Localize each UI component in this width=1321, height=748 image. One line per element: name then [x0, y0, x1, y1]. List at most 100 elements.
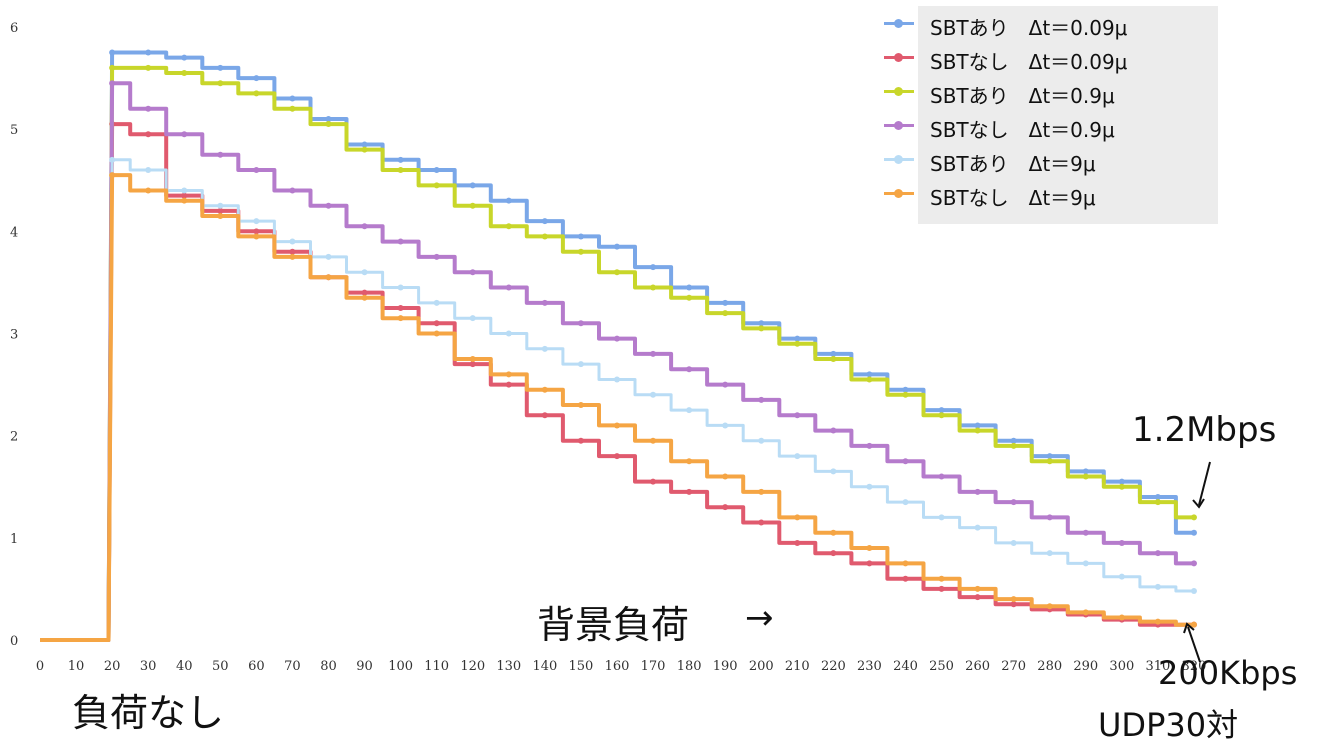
data-point [722, 422, 729, 429]
legend-label: SBTあり Δt＝0.9μ [930, 84, 1115, 108]
data-point [1082, 560, 1089, 567]
data-point [938, 575, 945, 582]
data-point [686, 294, 693, 301]
data-point [505, 330, 512, 337]
bottom-rate-label: 200Kbps [1158, 654, 1298, 692]
data-point [938, 473, 945, 480]
data-point [794, 340, 801, 347]
data-point [217, 80, 224, 87]
data-point [974, 488, 981, 495]
data-point [577, 233, 584, 240]
data-point [361, 141, 368, 148]
x-tick-label: 240 [893, 659, 918, 674]
data-point [1046, 514, 1053, 521]
data-point [181, 192, 188, 199]
legend-marker [884, 53, 914, 62]
data-point [902, 575, 909, 582]
data-point [1082, 468, 1089, 475]
data-point [1190, 514, 1197, 521]
data-point [974, 524, 981, 531]
legend-item: SBTなし Δt＝0.9μ [884, 110, 1218, 144]
x-tick-label: 130 [496, 659, 521, 674]
data-point [650, 478, 657, 485]
data-point [1010, 437, 1017, 444]
legend-marker [884, 87, 914, 96]
data-point [289, 248, 296, 255]
data-point [722, 381, 729, 388]
x-tick-label: 280 [1037, 659, 1062, 674]
data-point [1082, 609, 1089, 616]
data-point [433, 167, 440, 174]
data-point [1190, 587, 1197, 594]
data-point [289, 238, 296, 245]
data-point [758, 519, 765, 526]
x-tick-label: 110 [424, 659, 449, 674]
data-point [1118, 539, 1125, 546]
data-point [577, 402, 584, 409]
x-tick-label: 120 [460, 659, 485, 674]
x-tick-label: 320 [1182, 659, 1207, 674]
data-point [505, 223, 512, 230]
data-point [253, 233, 260, 240]
data-point [217, 64, 224, 71]
data-point [1010, 596, 1017, 603]
y-axis-ticks: 0 1 2 3 4 5 6 [10, 21, 18, 649]
data-point [433, 330, 440, 337]
data-point [469, 356, 476, 363]
x-axis-ticks: 0 10 20 30 40 50 60 70 80 90 100 110 120 130 140 150 160… [36, 659, 1207, 674]
data-point [217, 213, 224, 220]
data-point [794, 412, 801, 419]
data-point [397, 304, 404, 311]
data-point [938, 514, 945, 521]
data-point [1010, 539, 1017, 546]
data-point [469, 182, 476, 189]
data-point [217, 207, 224, 214]
data-point [613, 335, 620, 342]
data-point [1010, 499, 1017, 506]
data-point [686, 458, 693, 465]
data-point [505, 381, 512, 388]
data-point [1190, 529, 1197, 536]
data-point [974, 427, 981, 434]
data-point [361, 269, 368, 276]
data-point [1190, 560, 1197, 567]
data-point [181, 54, 188, 61]
data-point [109, 80, 116, 87]
data-point [145, 187, 152, 194]
data-point [613, 422, 620, 429]
data-point [902, 458, 909, 465]
data-point [974, 422, 981, 429]
legend-item: SBTあり Δt＝9μ [884, 144, 1218, 178]
legend-marker [884, 19, 914, 28]
data-point [1046, 453, 1053, 460]
data-point [541, 233, 548, 240]
data-point [433, 182, 440, 189]
data-point [830, 550, 837, 557]
data-point [541, 345, 548, 352]
data-point [866, 371, 873, 378]
data-point [902, 499, 909, 506]
data-point [758, 437, 765, 444]
data-point [577, 437, 584, 444]
data-point [758, 325, 765, 332]
top-rate-label: 1.2Mbps [1132, 410, 1277, 450]
legend-item: SBTなし Δt＝9μ [884, 178, 1218, 212]
x-tick-label: 30 [140, 659, 157, 674]
data-point [830, 427, 837, 434]
data-point [650, 350, 657, 357]
data-point [902, 386, 909, 393]
x-tick-label: 260 [965, 659, 990, 674]
data-point [109, 64, 116, 71]
x-tick-label: 10 [68, 659, 85, 674]
data-point [181, 197, 188, 204]
x-tick-label: 20 [104, 659, 121, 674]
data-point [289, 95, 296, 102]
data-point [397, 156, 404, 163]
background-load-label: 背景負荷 [537, 603, 690, 647]
data-point [145, 49, 152, 56]
legend-label: SBTなし Δt＝9μ [930, 186, 1096, 210]
data-point [1118, 573, 1125, 580]
data-point [145, 131, 152, 138]
data-point [1154, 583, 1161, 590]
